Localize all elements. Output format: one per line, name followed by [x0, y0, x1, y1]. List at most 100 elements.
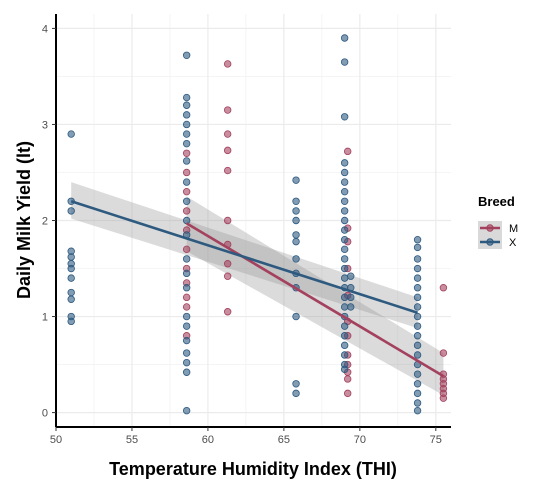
data-point-x — [413, 341, 422, 350]
data-point-m — [223, 272, 232, 280]
data-point-x — [413, 389, 422, 398]
data-point-x — [340, 168, 349, 177]
data-point-x — [413, 351, 422, 359]
y-tick-label: 1 — [42, 312, 48, 324]
confidence-band-x — [71, 182, 418, 329]
data-point-x — [67, 295, 75, 303]
data-point-x — [182, 406, 191, 415]
data-point-x — [182, 51, 191, 59]
x-axis-title: Temperature Humidity Index (THI) — [109, 459, 397, 479]
data-point-x — [340, 274, 349, 282]
data-point-m — [223, 60, 232, 68]
data-point-x — [413, 255, 422, 263]
data-point-x — [413, 312, 422, 321]
data-point-x — [340, 293, 349, 302]
data-point-x — [182, 255, 191, 263]
data-point-x — [292, 216, 300, 225]
data-point-m — [223, 308, 232, 316]
data-point-x — [182, 349, 191, 357]
legend-label-x: X — [509, 237, 517, 249]
data-point-x — [182, 284, 191, 292]
legend-dot-x — [486, 238, 494, 246]
data-point-x — [347, 272, 355, 280]
data-point-x — [340, 264, 349, 273]
data-point-x — [413, 406, 422, 415]
data-point-m — [182, 168, 191, 177]
data-point-m — [182, 187, 191, 196]
confidence-band-m — [186, 196, 444, 396]
data-point-m — [439, 349, 448, 357]
y-tick-label: 4 — [42, 23, 48, 35]
data-point-m — [182, 303, 191, 311]
data-point-m — [182, 207, 191, 215]
data-point-x — [347, 303, 355, 311]
data-point-x — [340, 332, 349, 340]
data-point-x — [340, 351, 349, 359]
data-point-x — [182, 269, 191, 278]
data-point-m — [182, 245, 191, 254]
data-point-m — [223, 166, 232, 175]
data-point-x — [292, 231, 300, 239]
y-tick-label: 0 — [42, 408, 48, 420]
data-point-x — [340, 303, 349, 311]
data-point-x — [340, 187, 349, 196]
data-point-x — [340, 365, 349, 374]
data-point-x — [413, 293, 422, 302]
x-tick-label: 55 — [126, 434, 138, 446]
data-point-x — [340, 226, 349, 234]
data-point-x — [67, 253, 75, 261]
data-point-x — [182, 101, 191, 109]
data-point-m — [343, 147, 352, 156]
data-point-x — [67, 264, 75, 273]
data-point-x — [340, 236, 349, 244]
data-point-x — [67, 130, 75, 138]
data-point-x — [340, 341, 349, 350]
data-point-x — [292, 176, 300, 184]
data-point-x — [182, 336, 191, 345]
data-point-x — [340, 178, 349, 186]
data-point-x — [413, 274, 422, 282]
legend-label-m: M — [509, 223, 518, 235]
data-point-x — [292, 237, 300, 246]
data-point-m — [182, 149, 191, 157]
data-point-x — [182, 139, 191, 148]
data-point-x — [292, 312, 300, 321]
data-point-m — [343, 375, 352, 383]
x-tick-label: 50 — [50, 434, 62, 446]
legend-dot-m — [486, 224, 494, 232]
data-point-x — [182, 130, 191, 138]
data-point-x — [67, 288, 75, 297]
data-point-m — [343, 389, 352, 398]
data-point-m — [223, 106, 232, 114]
data-point-m — [439, 394, 448, 402]
data-point-x — [340, 255, 349, 263]
data-point-x — [413, 284, 422, 292]
data-point-x — [182, 157, 191, 165]
data-point-x — [340, 245, 349, 254]
data-point-x — [182, 216, 191, 225]
data-point-x — [292, 255, 300, 263]
data-point-m — [223, 146, 232, 155]
data-point-x — [182, 197, 191, 205]
x-tick-label: 70 — [354, 434, 366, 446]
data-point-x — [292, 380, 300, 388]
data-point-x — [292, 207, 300, 215]
data-point-x — [340, 34, 349, 42]
x-tick-label: 75 — [430, 434, 442, 446]
data-points — [67, 34, 448, 415]
fit-line-m — [185, 222, 445, 378]
data-point-x — [292, 197, 300, 205]
data-point-x — [347, 293, 355, 302]
data-point-x — [340, 58, 349, 66]
x-tick-label: 60 — [202, 434, 214, 446]
data-point-m — [439, 284, 448, 292]
data-point-m — [223, 260, 232, 268]
data-point-x — [182, 178, 191, 186]
data-point-x — [413, 399, 422, 407]
data-point-x — [413, 370, 422, 378]
data-point-m — [182, 293, 191, 302]
fit-line-x — [70, 200, 418, 314]
data-point-m — [223, 130, 232, 138]
data-point-x — [340, 216, 349, 225]
legend-title: Breed — [478, 194, 515, 209]
